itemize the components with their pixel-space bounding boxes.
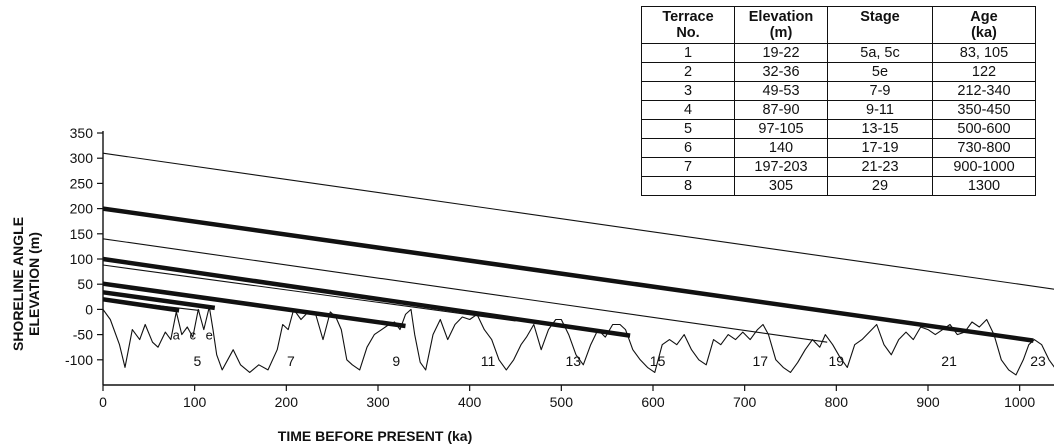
table-cell: 500-600 [932,119,1036,139]
table-cell: 5a, 5c [827,43,933,63]
table-row: 5 97-105 13-15 500-600 [641,119,1036,139]
table-cell: 32-36 [734,62,828,82]
table-cell: 8 [641,176,735,196]
table-cell: 6 [641,138,735,158]
uplift-line-terrace-4 [102,264,516,322]
sea-level-curve [102,306,1054,376]
y-tick-label: 200 [70,201,94,217]
table-cell: 13-15 [827,119,933,139]
y-axis-title-line-2: ELEVATION (m) [26,232,42,336]
table-row: 1 19-22 5a, 5c 83, 105 [641,43,1036,63]
uplift-line-terrace-7 [102,206,1034,343]
x-tick-label: 500 [550,394,574,410]
sea-level-curve-layer [102,306,1054,376]
y-tick-label: 250 [70,175,94,191]
table-cell: 9-11 [827,100,933,120]
substage-label: a [173,328,181,343]
substage-label: e [206,328,213,343]
table-cell: 730-800 [932,138,1036,158]
stage-label: 11 [481,353,496,369]
table-cell: 19-22 [734,43,828,63]
table-cell: 122 [932,62,1036,82]
uplift-line-terrace-1 [102,298,200,311]
table-cell: 140 [734,138,828,158]
table-cell: 1300 [932,176,1036,196]
table-cell: 197-203 [734,157,828,177]
table-row: 8 305 29 1300 [641,176,1036,196]
table-cell: 29 [827,176,933,196]
uplift-line-terrace-2 [102,290,216,311]
stage-label: 7 [287,353,295,369]
x-tick-label: 900 [916,394,940,410]
x-axis-title: TIME BEFORE PRESENT (ka) [278,428,472,444]
table-cell: 5 [641,119,735,139]
table-cell: 2 [641,62,735,82]
table-cell: 4 [641,100,735,120]
table-cell: 49-53 [734,81,828,101]
x-tick-label: 1000 [1004,394,1035,410]
stage-label: 23 [1030,353,1046,369]
y-tick-label: 100 [70,251,94,267]
y-tick-label: -50 [73,327,93,343]
y-tick-label: 50 [77,276,93,292]
stage-label: 15 [650,353,666,369]
table-cell: 7-9 [827,81,933,101]
x-tick-label: 400 [458,394,482,410]
header-elevation: Elevation (m) [734,6,828,44]
table-cell: 1 [641,43,735,63]
table-header-row: Terrace No. Elevation (m) Stage Age (ka) [641,6,1036,44]
x-tick-label: 300 [366,394,390,410]
table-body: 1 19-22 5a, 5c 83, 105 2 32-36 5e 122 3 49-53 7-9 2… [641,43,1036,196]
x-tick-label: 0 [99,394,107,410]
axes: 0100200300400500600700800900100011001200… [65,125,1054,410]
x-tick-label: 100 [183,394,207,410]
table-cell: 17-19 [827,138,933,158]
table-cell: 21-23 [827,157,933,177]
uplift-line-terrace-6 [102,238,828,343]
table-cell: 5e [827,62,933,82]
header-stage: Stage [827,6,933,44]
uplift-lines [102,152,1054,343]
table-cell: 3 [641,81,735,101]
y-tick-label: -100 [65,352,93,368]
table-row: 4 87-90 9-11 350-450 [641,100,1036,120]
y-axis-title-line-1: SHORELINE ANGLE [10,217,26,351]
y-tick-label: 150 [70,226,94,242]
uplift-line-terrace-8 [102,152,1054,290]
table-cell: 900-1000 [932,157,1036,177]
substage-label: c [190,328,197,343]
table-row: 6 140 17-19 730-800 [641,138,1036,158]
table-cell: 83, 105 [932,43,1036,63]
table-cell: 212-340 [932,81,1036,101]
stage-label: 17 [753,353,769,369]
table-row: 3 49-53 7-9 212-340 [641,81,1036,101]
stage-label: 13 [566,353,582,369]
table-cell: 97-105 [734,119,828,139]
table-row: 7 197-203 21-23 900-1000 [641,157,1036,177]
header-age: Age (ka) [932,6,1036,44]
stage-label: 5 [194,353,202,369]
x-tick-label: 700 [733,394,757,410]
stage-label: 9 [392,353,400,369]
y-tick-label: 300 [70,150,94,166]
uplift-line-terrace-5 [102,256,631,338]
table-cell: 350-450 [932,100,1036,120]
table-row: 2 32-36 5e 122 [641,62,1036,82]
stage-label: 21 [941,353,957,369]
x-tick-label: 200 [275,394,299,410]
table-cell: 305 [734,176,828,196]
table-cell: 7 [641,157,735,177]
y-tick-label: 0 [85,301,93,317]
uplift-line-terrace-3 [102,281,406,329]
table-cell: 87-90 [734,100,828,120]
header-terrace-no: Terrace No. [641,6,735,44]
y-tick-label: 350 [70,125,94,141]
x-tick-label: 600 [641,394,665,410]
stage-label: 19 [829,353,845,369]
stage-labels: 57911131517192123252729ace [173,328,1046,369]
x-tick-label: 800 [825,394,849,410]
